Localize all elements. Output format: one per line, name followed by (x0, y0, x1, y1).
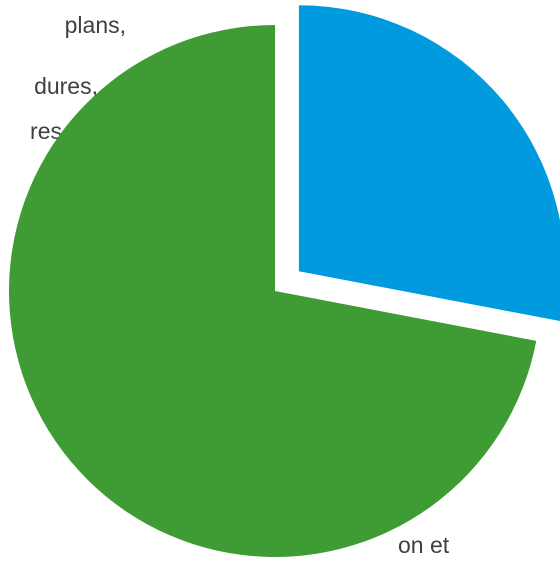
pie-slice (8, 25, 537, 557)
annotation-fragment: plans, (65, 12, 126, 38)
pie-slice (298, 5, 560, 322)
annotation-fragment: on et (398, 532, 450, 558)
annotation-fragment: dures, (34, 73, 98, 99)
